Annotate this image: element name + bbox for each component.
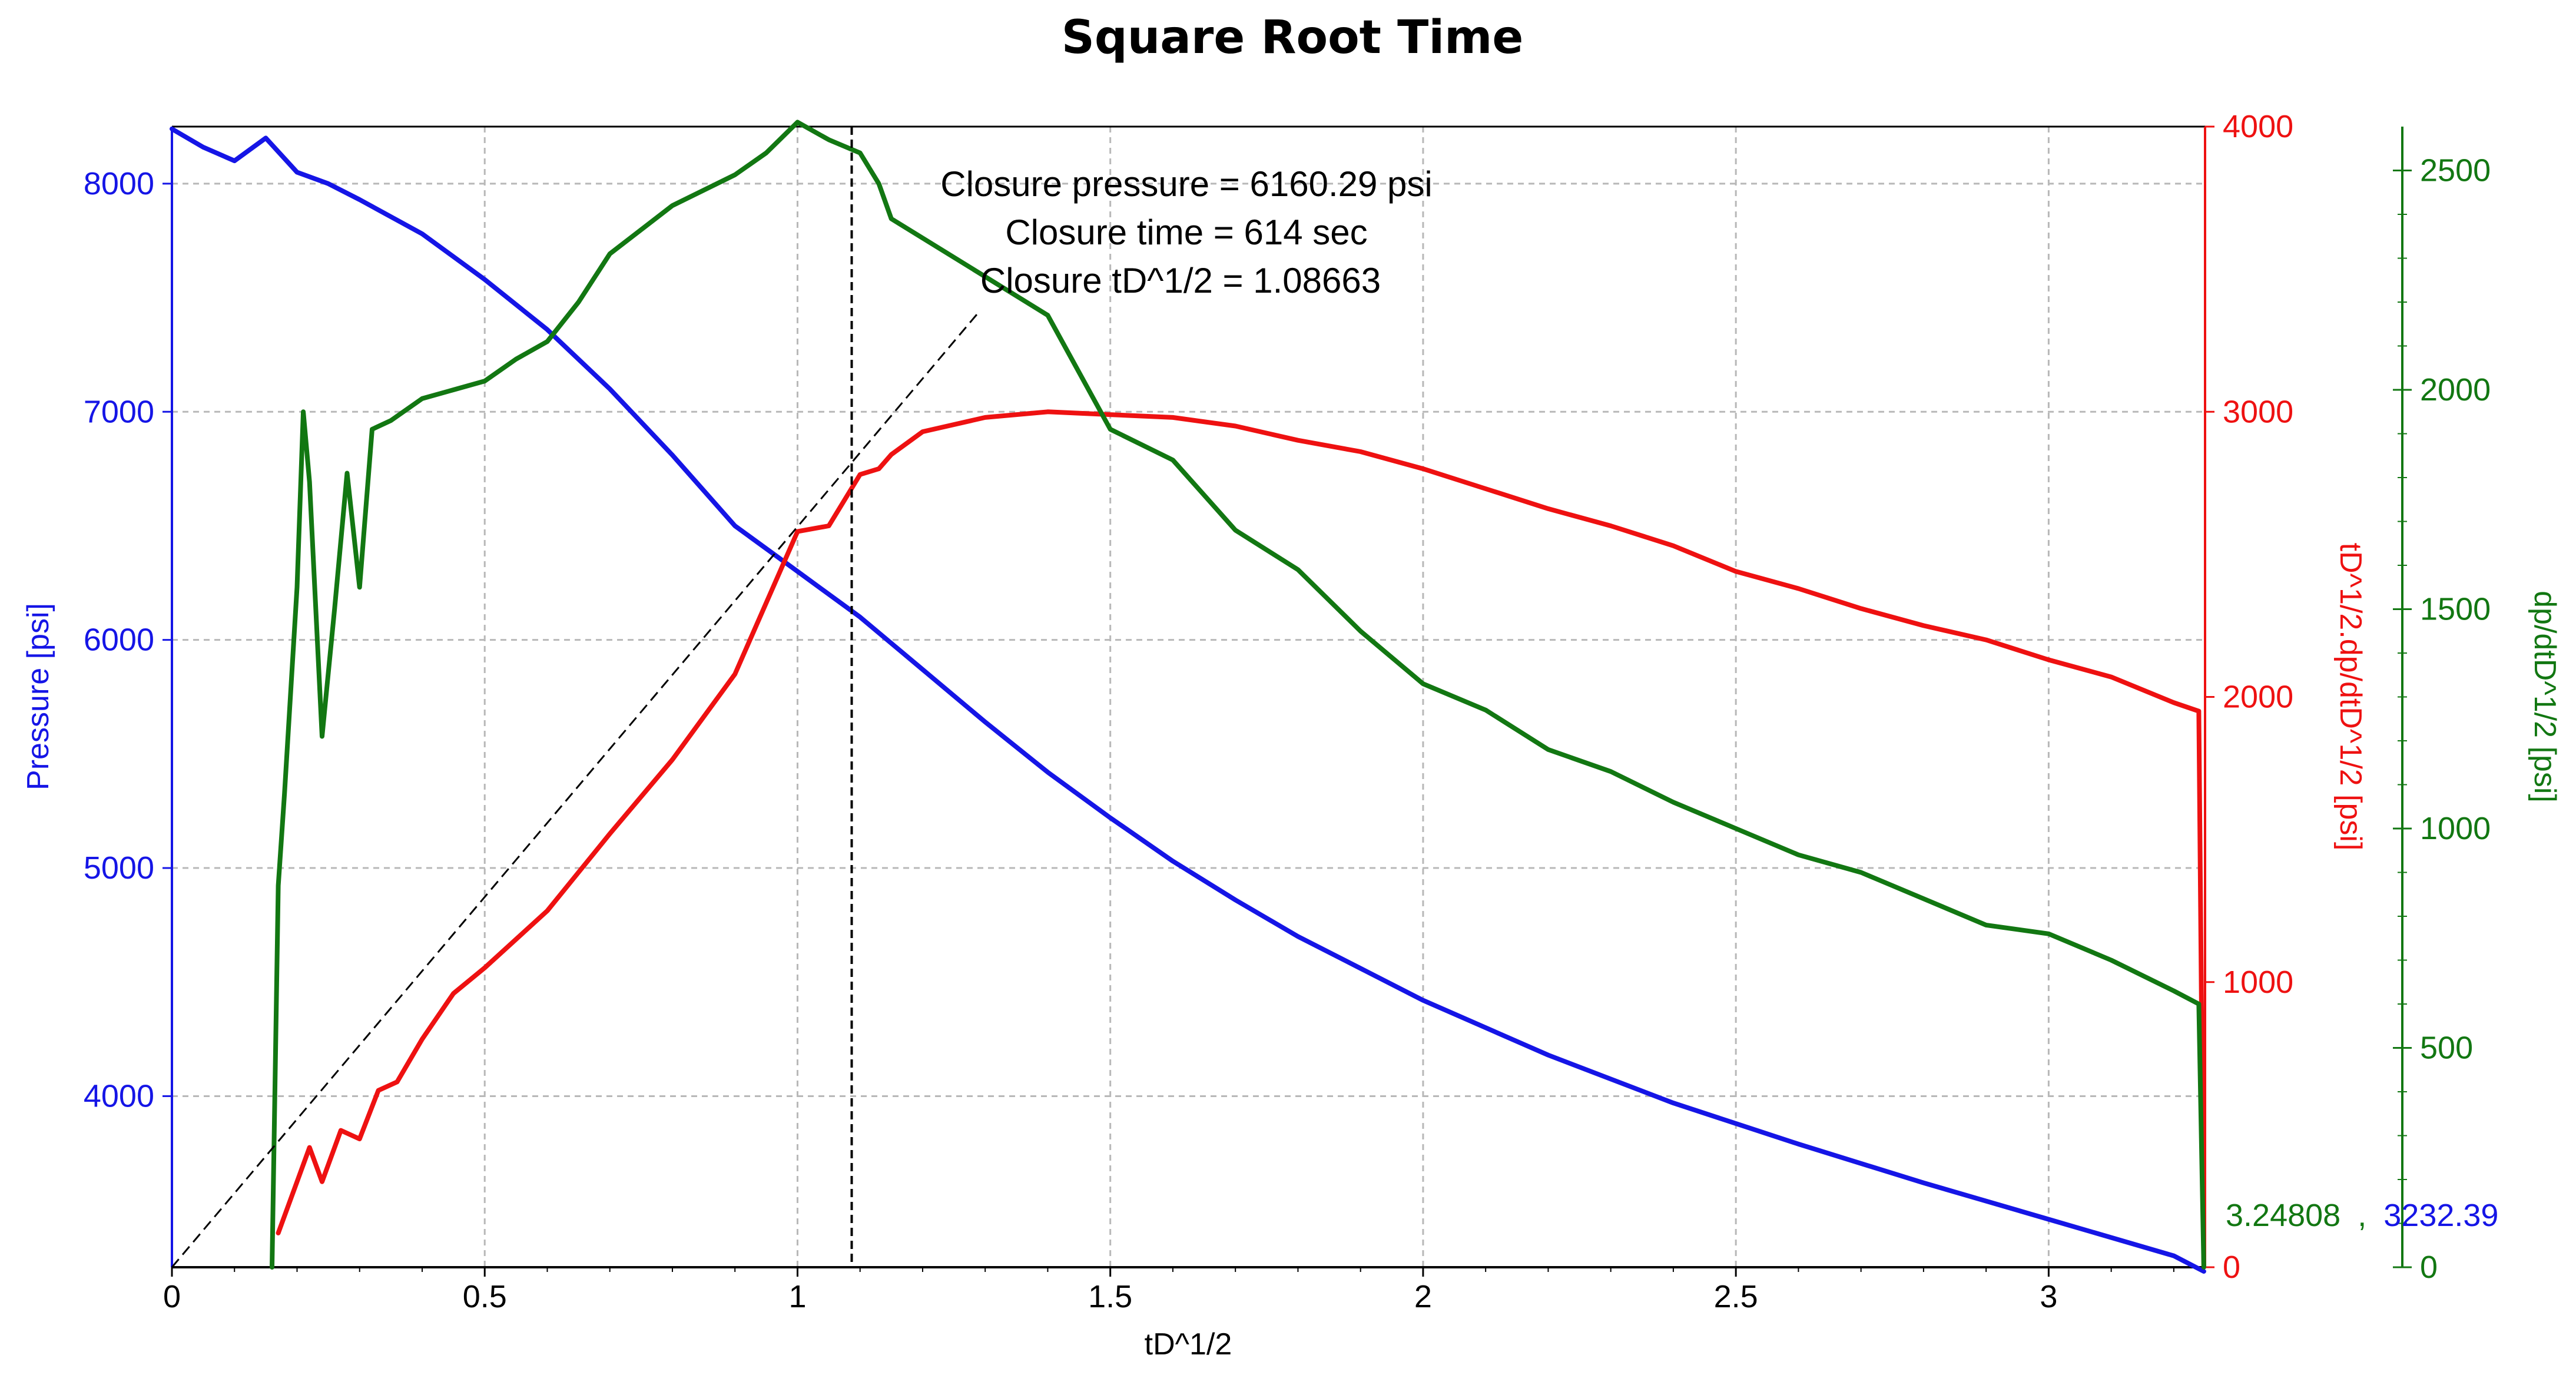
x-tick-label: 1: [788, 1279, 806, 1314]
x-tick-label: 2.5: [1714, 1279, 1758, 1314]
left-tick-label: 5000: [84, 850, 154, 886]
right-green-tick-label: 2000: [2420, 372, 2491, 407]
x-tick-label: 0.5: [463, 1279, 507, 1314]
right-green-tick-label: 1000: [2420, 811, 2491, 846]
x-tick-label: 1.5: [1088, 1279, 1132, 1314]
left-tick-label: 7000: [84, 394, 154, 429]
x-tick-label: 0: [163, 1279, 181, 1314]
series-layer: [170, 120, 2206, 1274]
axes-layer: 0 0.5 1 1.5 2 2.5 3400050006000700080000100020…: [84, 109, 2491, 1314]
left-tick-label: 8000: [84, 166, 154, 201]
right-red-tick-label: 1000: [2223, 965, 2293, 1000]
right-green-tick-label: 500: [2420, 1031, 2473, 1066]
series-line-pressure: [170, 126, 2206, 1274]
cursor-readout-y: 3232.39: [2383, 1198, 2498, 1233]
right-red-tick-label: 4000: [2223, 109, 2293, 144]
series-line-dp-dtd: [270, 120, 2206, 1270]
left-axis-label: Pressure [psi]: [21, 603, 55, 790]
right-red-tick-label: 2000: [2223, 680, 2293, 715]
x-axis-label: tD^1/2: [1145, 1327, 1232, 1361]
cursor-readout: 3.24808 , 3232.39: [2226, 1198, 2498, 1233]
left-tick-label: 4000: [84, 1078, 154, 1114]
right-axis-green-label: dp/dtD^1/2 [psi]: [2528, 591, 2562, 803]
closure-pressure-text: Closure pressure = 6160.29 psi: [940, 164, 1433, 204]
right-axis-red-label: tD^1/2.dp/dtD^1/2 [psi]: [2333, 543, 2368, 851]
right-red-tick-label: 3000: [2223, 394, 2293, 429]
cursor-readout-x: 3.24808: [2226, 1198, 2340, 1233]
x-tick-label: 3: [2040, 1279, 2057, 1314]
right-green-tick-label: 1500: [2420, 592, 2491, 627]
right-red-tick-label: 0: [2223, 1250, 2240, 1285]
right-green-tick-label: 0: [2420, 1250, 2438, 1285]
left-tick-label: 6000: [84, 622, 154, 658]
overlay-layer: [171, 127, 980, 1268]
tangent-line: [171, 311, 980, 1268]
series-line-td-dp-dtd: [276, 409, 2206, 1270]
cursor-readout-separator: ,: [2358, 1198, 2366, 1233]
closure-td-text: Closure tD^1/2 = 1.08663: [980, 261, 1381, 300]
chart-title: Square Root Time: [1062, 11, 1524, 64]
closure-time-text: Closure time = 614 sec: [1005, 213, 1367, 252]
right-green-tick-label: 2500: [2420, 153, 2491, 188]
x-tick-label: 2: [1414, 1279, 1432, 1314]
